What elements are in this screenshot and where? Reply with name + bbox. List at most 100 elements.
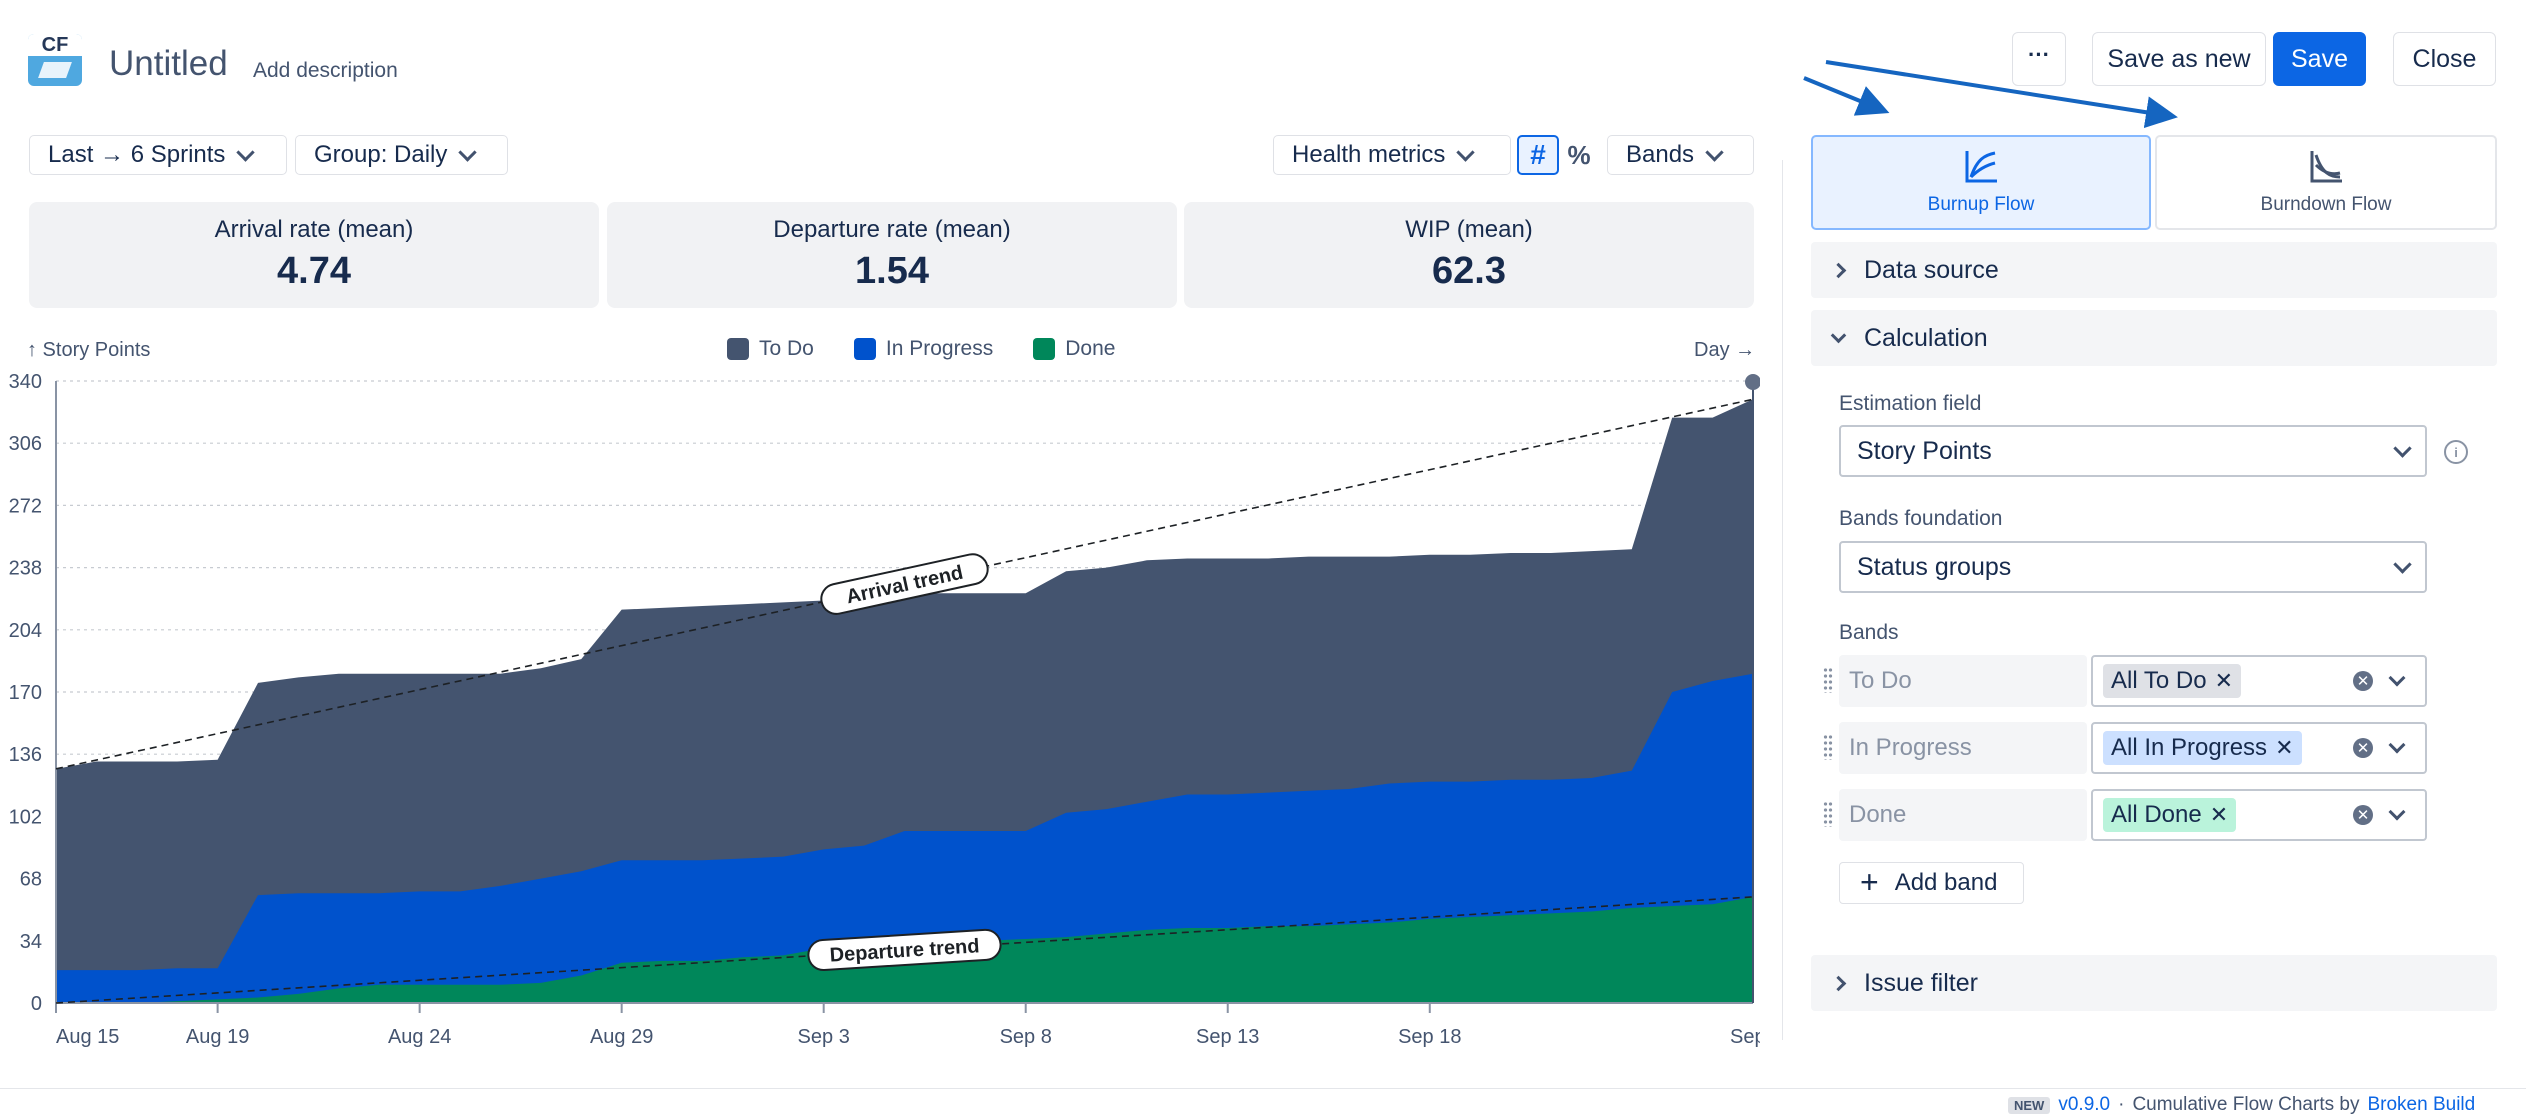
legend-swatch [1033,338,1056,360]
y-tick-label: 238 [9,558,42,580]
x-tick-label: Aug 24 [388,1026,451,1048]
chevron-down-icon [2388,803,2406,821]
legend-item-in-progress[interactable]: In Progress [853,337,993,361]
x-tick-label: Aug 15 [56,1026,119,1048]
bands-dropdown[interactable]: Bands [1607,135,1754,175]
cumulative-flow-chart[interactable]: 0 34 68 102 136 170 204 238 272 306 340 Aug 15 Aug 1… [0,360,1760,1060]
data-source-section[interactable]: Data source [1811,242,2497,298]
legend-item-todo[interactable]: To Do [727,337,814,361]
metric-card-arrival: Arrival rate (mean) 4.74 [29,202,599,308]
y-tick-label: 102 [9,806,42,828]
group-dropdown[interactable]: Group: Daily [295,135,508,175]
count-toggle[interactable]: # [1517,135,1559,175]
tag-label: All To Do [2111,667,2207,694]
band-name-input[interactable]: In Progress [1839,722,2087,774]
remove-tag-icon[interactable]: ✕ [2214,668,2234,693]
range-dropdown[interactable]: Last → 6 Sprints [29,135,287,175]
y-axis-label: ↑ Story Points [27,339,151,361]
pointer-arrow-burndown [1825,60,2178,129]
band-status-select[interactable]: All Done ✕ ✕ [2091,789,2427,841]
section-title: Data source [1864,255,1999,284]
chevron-down-icon [236,142,256,162]
metric-card-departure: Departure rate (mean) 1.54 [607,202,1177,308]
x-tick-label: Aug 19 [186,1026,249,1048]
issue-filter-section[interactable]: Issue filter [1811,955,2497,1011]
add-band-button[interactable]: + Add band [1839,862,2024,904]
area-in-progress [56,673,1753,1003]
clear-icon[interactable]: ✕ [2353,805,2373,825]
save-button[interactable]: Save [2273,32,2366,86]
estimation-field-value: Story Points [1857,436,1992,465]
burnup-flow-option[interactable]: Burnup Flow [1811,135,2151,230]
band-drag-handle[interactable] [1823,801,1833,827]
y-tick-label: 306 [9,433,42,455]
logo-text: CF [41,34,69,56]
percent-toggle[interactable]: % [1563,135,1595,175]
more-icon: ··· [2028,42,2050,67]
hash-icon: # [1530,139,1546,170]
band-drag-handle[interactable] [1823,734,1833,760]
band-drag-handle[interactable] [1823,667,1833,693]
close-button[interactable]: Close [2393,32,2496,86]
chevron-down-icon [458,142,478,162]
burndown-flow-option[interactable]: Burndown Flow [2155,135,2497,230]
chevron-down-icon [2393,554,2412,574]
x-tick-label: Aug 29 [590,1026,653,1048]
remove-tag-icon[interactable]: ✕ [2209,802,2229,827]
bands-label: Bands [1626,141,1695,168]
save-as-new-button[interactable]: Save as new [2092,32,2266,86]
legend-item-done[interactable]: Done [1033,337,1115,361]
app-logo: CF [28,34,82,86]
y-tick-label: 68 [20,869,42,891]
page-title[interactable]: Untitled [109,44,228,83]
legend-label: To Do [759,337,814,360]
x-tick-label: Sep 8 [1000,1026,1052,1048]
product-text: Cumulative Flow Charts by [2132,1094,2360,1115]
info-icon[interactable]: i [2444,440,2468,464]
chevron-down-icon [1456,142,1476,162]
section-title: Calculation [1864,323,1988,352]
x-tick-label: Sep 18 [1398,1026,1461,1048]
burnup-label: Burnup Flow [1927,194,2035,215]
band-tag: All In Progress ✕ [2103,731,2302,765]
burndown-label: Burndown Flow [2260,194,2392,215]
plus-icon: + [1860,863,1879,900]
pointer-arrows [1803,60,2178,129]
legend-swatch [727,338,749,360]
tag-label: All In Progress [2111,734,2268,761]
band-name-input[interactable]: To Do [1839,655,2087,707]
group-label: Group: Daily [314,141,448,168]
health-metrics-label: Health metrics [1292,141,1446,168]
chevron-down-icon [2393,438,2412,458]
bands-foundation-select[interactable]: Status groups [1839,541,2427,593]
footer-divider [0,1088,2526,1089]
chevron-right-icon [1830,975,1847,991]
metric-card-wip: WIP (mean) 62.3 [1184,202,1754,308]
band-status-select[interactable]: All To Do ✕ ✕ [2091,655,2427,707]
metric-label: Departure rate (mean) [773,216,1011,243]
metric-label: WIP (mean) [1405,216,1533,243]
metric-value: 62.3 [1432,250,1506,292]
x-tick-label: Sep 3 [798,1026,850,1048]
estimation-field-select[interactable]: Story Points [1839,425,2427,477]
chevron-down-icon [1830,327,1847,343]
band-tag: All Done ✕ [2103,798,2237,832]
band-tag: All To Do ✕ [2103,664,2242,698]
chevron-down-icon [1705,142,1724,162]
clear-icon[interactable]: ✕ [2353,671,2373,691]
band-status-select[interactable]: All In Progress ✕ ✕ [2091,722,2427,774]
version-link[interactable]: v0.9.0 [2058,1094,2111,1115]
add-description-link[interactable]: Add description [253,59,398,82]
health-metrics-dropdown[interactable]: Health metrics [1273,135,1511,175]
remove-tag-icon[interactable]: ✕ [2275,735,2294,760]
more-button[interactable]: ··· [2012,32,2066,86]
clear-icon[interactable]: ✕ [2353,738,2373,758]
bands-foundation-label: Bands foundation [1839,507,2003,530]
estimation-field-label: Estimation field [1839,392,1982,415]
section-title: Issue filter [1864,968,1978,997]
tag-label: All Done [2111,801,2202,828]
calculation-section[interactable]: Calculation [1811,310,2497,366]
band-name-input[interactable]: Done [1839,789,2087,841]
vendor-link[interactable]: Broken Build [2367,1094,2476,1115]
x-tick-label: Sep 26 [1730,1026,1760,1048]
